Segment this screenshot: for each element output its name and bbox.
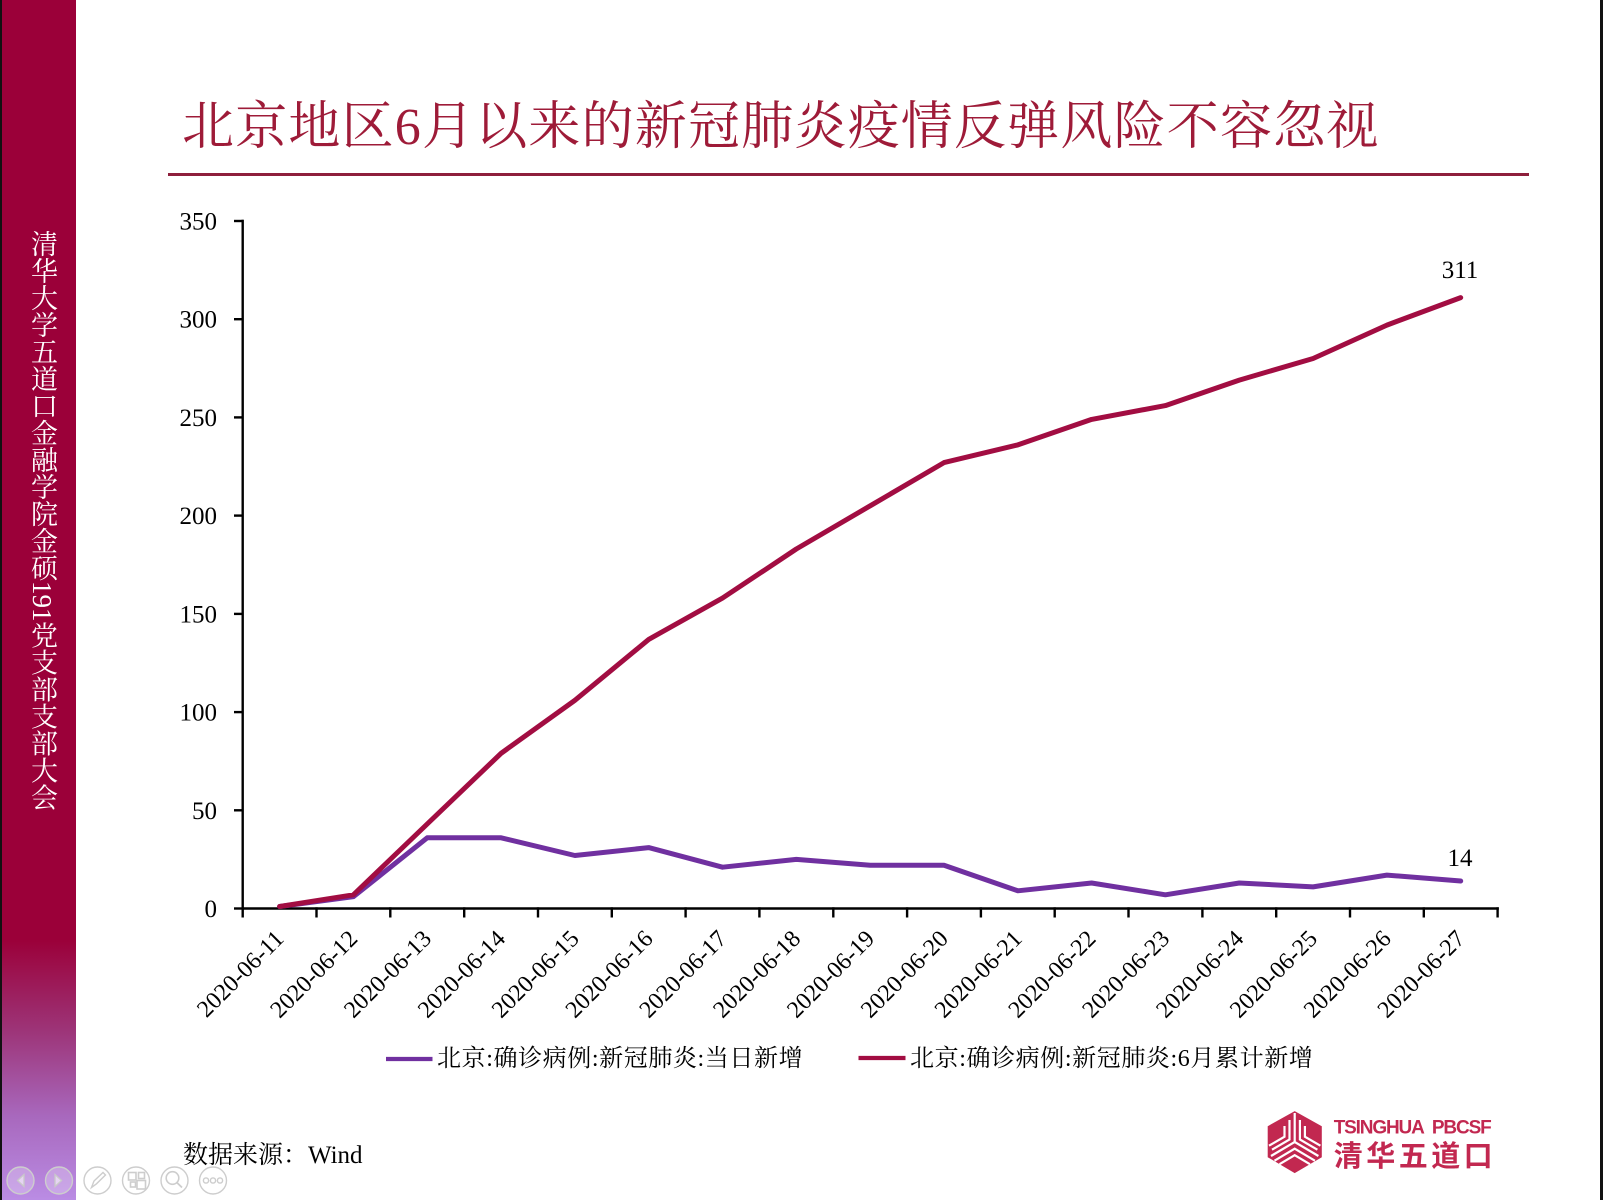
svg-text:200: 200 <box>180 503 218 530</box>
svg-text:250: 250 <box>180 405 218 432</box>
svg-text:100: 100 <box>180 700 218 727</box>
svg-text:14: 14 <box>1448 845 1474 872</box>
svg-text:TSINGHUA PBCSF: TSINGHUA PBCSF <box>1334 1118 1492 1139</box>
svg-text:清华五道口: 清华五道口 <box>1334 1140 1493 1173</box>
svg-text:50: 50 <box>192 798 217 825</box>
svg-text:150: 150 <box>180 601 218 628</box>
svg-text:311: 311 <box>1442 257 1479 284</box>
svg-text:0: 0 <box>205 896 218 923</box>
svg-text:300: 300 <box>180 307 218 334</box>
svg-text:350: 350 <box>180 209 218 236</box>
